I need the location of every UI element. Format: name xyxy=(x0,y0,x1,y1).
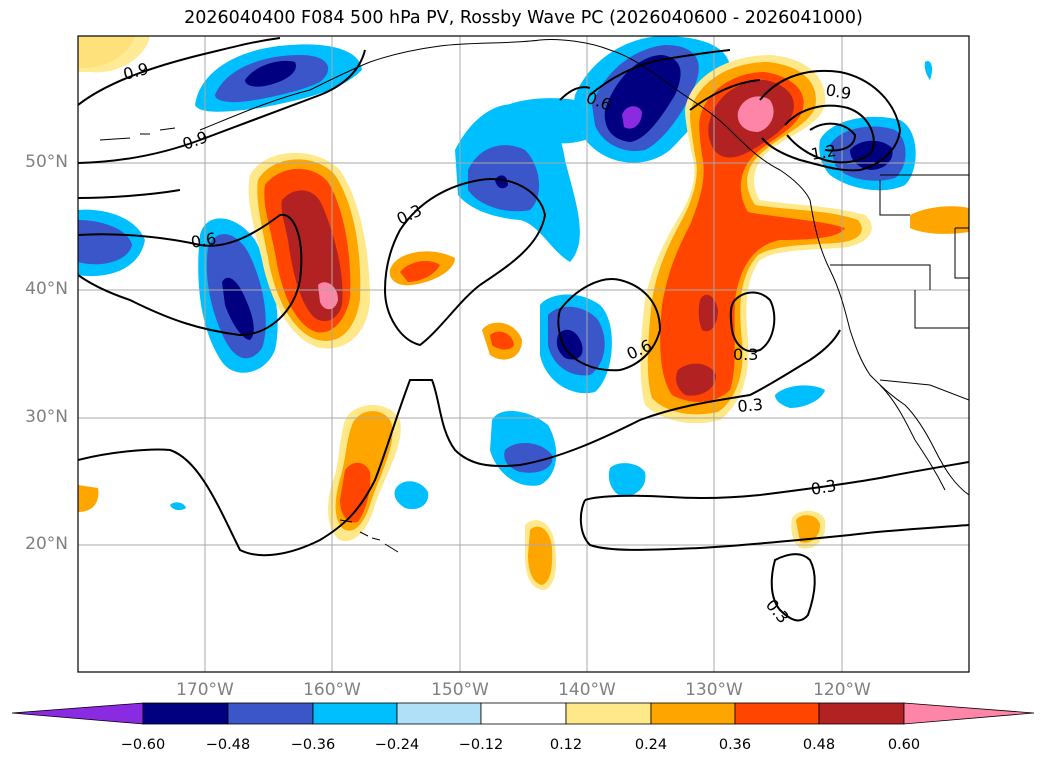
colorbar-swatch xyxy=(142,702,229,725)
state-line-2 xyxy=(830,264,931,290)
contour-06-north xyxy=(559,86,591,101)
pos-blob-148w-core xyxy=(490,331,514,350)
contour-09-east xyxy=(759,69,902,172)
pos-blob-122w-core xyxy=(796,515,820,543)
coastlines xyxy=(99,39,969,553)
pos-blob-160w-peak xyxy=(318,282,338,310)
alaska-coast xyxy=(199,39,811,201)
pos-blob-east-edge xyxy=(910,206,969,234)
contour-label: 0.6 xyxy=(189,229,217,252)
colorbar-tick-label: 0.12 xyxy=(549,737,583,753)
contour-label: 0.3 xyxy=(394,201,425,229)
lon-label: 150°W xyxy=(431,680,489,700)
colorbar-tick-label: −0.24 xyxy=(374,737,420,753)
contour-06-west xyxy=(78,213,303,337)
neg-blob-138w-inner xyxy=(556,329,583,360)
baja xyxy=(879,384,946,491)
contour-03-130w xyxy=(729,291,776,353)
neg-blob-135w-south xyxy=(608,463,646,497)
pos-blob-158w-red xyxy=(340,462,371,523)
neg-blob-173w xyxy=(170,502,186,511)
state-line-4 xyxy=(954,227,969,279)
neg-blob-145w-upper xyxy=(489,98,596,144)
contour-09-west-2 xyxy=(78,49,366,164)
aleutians xyxy=(99,127,176,141)
contour-label: 0.3 xyxy=(737,395,764,416)
neg-blob-west-core xyxy=(78,220,132,265)
colorbar-tick-label: 0.36 xyxy=(718,737,752,753)
pv-contours xyxy=(78,37,969,622)
lon-label: 130°W xyxy=(685,680,743,700)
contour-label: 0.3 xyxy=(762,595,793,627)
contour-label: 0.9 xyxy=(824,80,852,103)
colorbar-tick-label: −0.48 xyxy=(205,737,251,753)
colorbar-tick-label: 0.48 xyxy=(802,737,836,753)
bc-coast xyxy=(809,199,969,496)
graticule xyxy=(78,36,969,672)
contour-03-main xyxy=(78,329,841,557)
contour-03-southeast xyxy=(770,553,816,622)
lat-label: 40°N xyxy=(25,279,68,299)
lat-label: 30°N xyxy=(25,407,68,427)
colorbar xyxy=(11,702,1035,725)
contour-03-south xyxy=(584,461,969,501)
contour-lower-west xyxy=(78,189,181,199)
contour-03-south-lower xyxy=(579,499,969,551)
lon-label: 140°W xyxy=(558,680,616,700)
contour-13-east xyxy=(809,122,857,152)
colorbar-swatch xyxy=(734,702,820,725)
lon-label: 160°W xyxy=(303,680,361,700)
contour-label: 0.9 xyxy=(180,127,210,154)
colorbar-swatch xyxy=(565,702,652,725)
pos-blob-130w-dark3 xyxy=(676,363,716,396)
contour-09-west xyxy=(78,37,281,106)
pos-blob-180w xyxy=(78,485,99,512)
colorbar-swatch xyxy=(480,702,567,725)
contour-label: 1.2 xyxy=(809,141,837,164)
contour-09-connect xyxy=(689,79,761,111)
contour-06-central xyxy=(557,278,662,372)
colorbar-swatch xyxy=(650,702,736,725)
map-title: 2026040400 F084 500 hPa PV, Rossby Wave … xyxy=(184,8,863,28)
pos-blob-nw-halo xyxy=(78,36,150,73)
lat-label: 50°N xyxy=(25,152,68,172)
colorbar-tick-label: −0.36 xyxy=(290,737,336,753)
contour-label: 0.3 xyxy=(809,476,837,499)
lat-label: 20°N xyxy=(25,534,68,554)
pos-blob-130w-dark2 xyxy=(698,294,718,332)
pos-blob-152w-core xyxy=(400,260,440,282)
neg-blob-north-central-inner xyxy=(245,60,296,87)
neg-blob-ne xyxy=(924,60,933,80)
mexico-border xyxy=(879,379,969,401)
colorbar-tick-label: −0.12 xyxy=(458,737,504,753)
neg-blob-135w-peak xyxy=(622,106,642,129)
lon-label: 170°W xyxy=(176,680,234,700)
contour-03-central xyxy=(383,178,547,347)
neg-blob-170w-inner xyxy=(222,277,254,340)
neg-blob-155w xyxy=(394,481,429,510)
colorbar-swatch xyxy=(227,702,314,725)
colorbar-arrow-left xyxy=(11,702,144,725)
contour-label: 0.3 xyxy=(733,345,758,364)
lon-label: 120°W xyxy=(813,680,871,700)
positive-anomalies xyxy=(78,36,969,590)
contour-06-ne xyxy=(589,49,731,96)
pos-blob-145w-south-core xyxy=(528,526,553,585)
pos-blob-130w-peak xyxy=(737,96,774,132)
state-line-1 xyxy=(879,180,910,216)
colorbar-arrow-right xyxy=(903,702,1035,725)
state-line-3 xyxy=(914,290,969,329)
colorbar-tick-label: −0.60 xyxy=(120,737,166,753)
neg-blob-125w-south xyxy=(775,385,825,408)
colorbar-swatch xyxy=(818,702,905,725)
colorbar-swatch xyxy=(312,702,398,725)
map-field: 0.9 0.9 0.6 0.3 0.6 0.9 1.2 0.6 0.3 0.3 … xyxy=(78,36,969,672)
colorbar-tick-label: 0.60 xyxy=(887,737,921,753)
map-frame xyxy=(77,35,970,673)
contour-12-east xyxy=(784,104,875,164)
colorbar-tick-label: 0.24 xyxy=(634,737,668,753)
colorbar-swatch xyxy=(396,702,482,725)
